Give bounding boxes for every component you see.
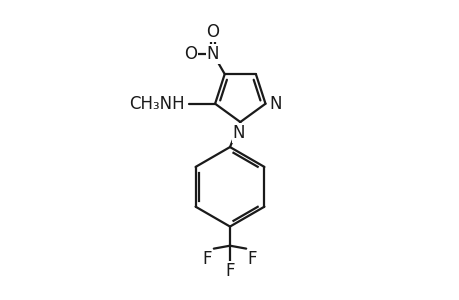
Text: F: F xyxy=(225,262,234,280)
Text: F: F xyxy=(247,250,257,268)
Text: O: O xyxy=(206,22,219,40)
Text: N: N xyxy=(206,45,219,63)
Text: N: N xyxy=(269,95,281,113)
Text: N: N xyxy=(232,124,245,142)
Text: CH₃NH: CH₃NH xyxy=(129,95,185,113)
Text: F: F xyxy=(202,250,212,268)
Text: O: O xyxy=(184,45,197,63)
